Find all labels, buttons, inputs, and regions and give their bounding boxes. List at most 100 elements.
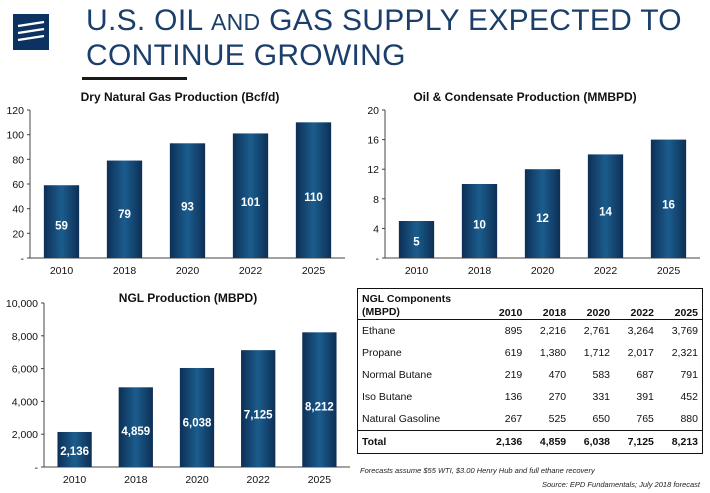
bar [106,160,143,258]
page-title-line-1: U.S. OIL AND GAS SUPPLY EXPECTED TO [86,4,696,39]
company-logo [0,0,70,68]
table-total-row: Total 2,136 4,859 6,038 7,125 8,213 [357,430,703,454]
y-tick-label: 4,000 [12,396,38,408]
cell: 3,769 [671,325,698,337]
cell: 219 [504,369,523,381]
table-row: Normal Butane 219 470 583 687 791 [358,364,703,386]
y-tick-label: 40 [12,204,24,216]
cell: 2,761 [583,325,611,337]
total-cell: 4,859 [526,430,571,454]
chart-title: Oil & Condensate Production (MMBPD) [413,90,636,104]
bar-value-label: 2,136 [60,446,89,458]
x-tick-label: 2022 [239,265,263,277]
bar [295,122,332,258]
cell: 2,017 [627,347,654,359]
bar-value-label: 8,212 [305,401,334,413]
oil-condensate-chart: Oil & Condensate Production (MMBPD) - 4 8 12… [367,90,700,277]
x-tick-label: 2018 [124,474,148,486]
cell: 2,216 [539,325,567,337]
bar-value-label: 5 [413,236,420,248]
total-cell: 2,136 [482,430,527,454]
x-tick-label: 2010 [63,474,87,486]
row-label: Iso Butane [362,391,413,403]
y-tick-label: 100 [6,130,24,142]
title-part: U.S. OIL [86,4,211,37]
dry-gas-chart: Dry Natural Gas Production (Bcf/d) - 20 40 6… [6,90,345,277]
x-tick-label: 2010 [405,265,429,277]
logo-stripes-icon [17,20,45,42]
x-tick-label: 2010 [50,265,74,277]
cell: 1,712 [583,347,611,359]
cell: 1,380 [539,347,567,359]
forecast-footnote: Forecasts assume $55 WTI, $3.00 Henry Hu… [360,466,595,475]
bar-value-label: 101 [241,197,261,209]
title-part-small: AND [210,9,261,35]
ngl-production-chart: NGL Production (MBPD) - 2,000 4,000 6,000 8,0… [6,291,350,486]
row-label: Ethane [362,325,396,337]
y-tick-label: 8 [373,194,379,206]
bar-value-label: 110 [304,192,323,204]
y-tick-label: - [21,253,25,265]
cell: 3,264 [627,325,654,337]
bar-value-label: 7,125 [244,409,273,421]
cell: 331 [592,391,611,403]
table-row: Natural Gasoline 267 525 650 765 880 [358,408,703,431]
cell: 687 [636,369,654,381]
bar-value-label: 6,038 [183,417,212,429]
bar [118,387,153,467]
row-label: Normal Butane [362,369,433,381]
y-tick-label: 120 [6,105,24,117]
table-header-line-2: (MBPD) [362,306,400,318]
cell: 525 [548,413,567,425]
y-tick-label: 10,000 [6,298,38,310]
cell: 136 [504,391,523,403]
y-tick-label: 4 [373,223,379,235]
total-cell: 6,038 [570,430,615,454]
bar-value-label: 93 [181,201,194,213]
bar [524,169,561,258]
bar [43,185,80,258]
cell: 452 [680,391,698,403]
y-tick-label: 12 [367,164,379,176]
table-col-header: 2018 [526,288,571,320]
table-header-row: NGL Components (MBPD) 2010 2018 2020 202… [357,288,703,320]
cell: 650 [592,413,611,425]
bar-value-label: 10 [473,220,486,232]
logo-mark [13,14,49,50]
bar [461,184,498,258]
table-row: Iso Butane 136 270 331 391 452 [358,386,703,408]
bar [179,367,215,467]
table-header-line-1: NGL Components [362,293,452,305]
x-tick-label: 2022 [594,265,618,277]
table-col-header: 2010 [482,288,527,320]
y-tick-label: 20 [12,228,24,240]
cell: 270 [548,391,567,403]
x-tick-label: 2025 [302,265,326,277]
total-label: Total [357,430,483,454]
page-title-line-2: CONTINUE GROWING [86,39,406,72]
bar [169,143,206,258]
row-label: Natural Gasoline [362,413,441,425]
y-tick-label: 6,000 [12,364,38,376]
y-tick-label: 8,000 [12,331,38,343]
chart-title: NGL Production (MBPD) [119,291,257,305]
table-row: Ethane 895 2,216 2,761 3,264 3,769 [358,320,703,343]
cell: 895 [504,325,523,337]
cell: 470 [548,369,567,381]
bar-value-label: 79 [118,209,131,221]
y-tick-label: - [35,462,39,474]
bar [241,350,276,467]
x-tick-label: 2025 [657,265,681,277]
cell: 791 [680,369,698,381]
total-cell: 7,125 [614,430,658,454]
cell: 391 [636,391,654,403]
row-label: Propane [362,347,402,359]
cell: 880 [680,413,698,425]
total-cell: 8,213 [657,430,703,454]
ngl-components-table: NGL Components (MBPD) 2010 2018 2020 202… [357,288,703,454]
x-tick-label: 2020 [176,265,200,277]
cell: 583 [592,369,611,381]
title-part: GAS SUPPLY EXPECTED TO [260,4,682,37]
y-tick-label: - [376,253,380,265]
x-tick-label: 2020 [185,474,209,486]
